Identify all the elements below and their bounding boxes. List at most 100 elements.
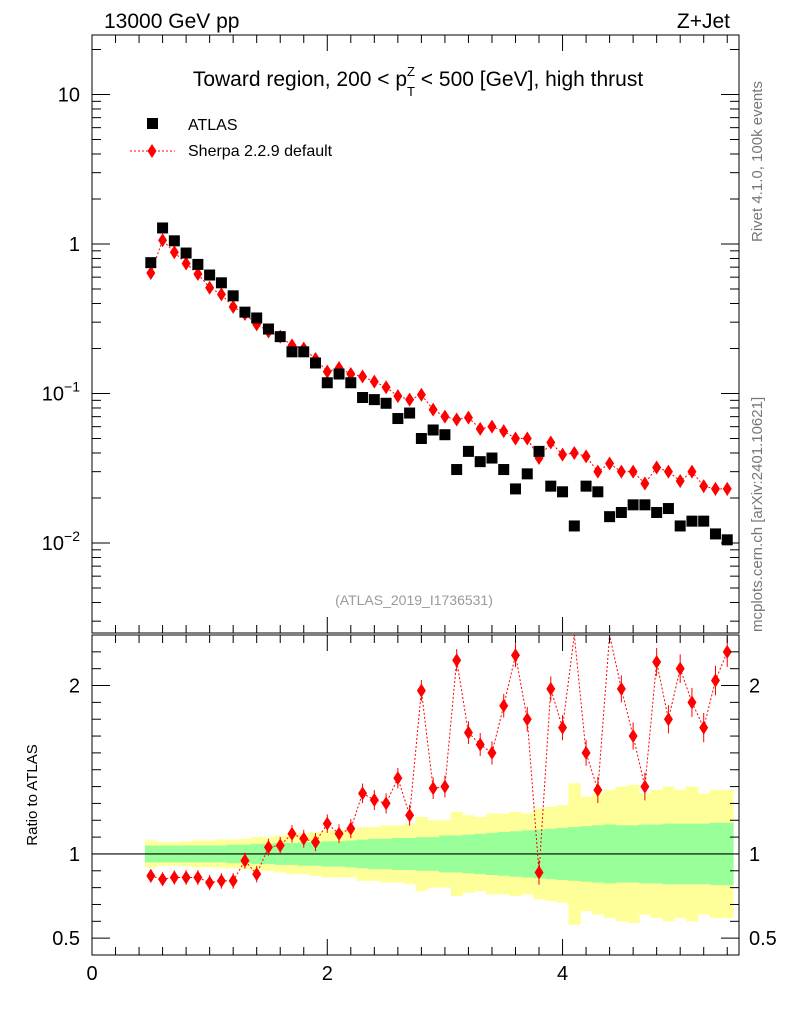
ratio-y-tick-label: 1: [69, 844, 80, 866]
legend-marker-sherpa: [147, 144, 157, 158]
ratio-sherpa-point: [381, 796, 391, 811]
sherpa-point: [181, 256, 191, 271]
atlas-point: [215, 277, 227, 289]
sherpa-point: [605, 456, 615, 471]
atlas-point: [545, 480, 557, 492]
ratio-sherpa-point: [322, 816, 332, 831]
ratio-sherpa-point: [510, 648, 520, 663]
atlas-point: [298, 346, 310, 358]
atlas-point: [651, 506, 663, 518]
atlas-point: [557, 486, 569, 498]
ratio-plot: 0.5 0.5 1 1 2 2 Ratio to ATLAS: [24, 634, 777, 956]
atlas-point: [380, 397, 392, 409]
ratio-sherpa-point: [228, 873, 238, 888]
ratio-sherpa-point: [463, 725, 473, 740]
ratio-sherpa-point: [581, 745, 591, 760]
sherpa-point: [722, 481, 732, 496]
ratio-y-tick-label-right: 2: [749, 676, 760, 698]
legend-label-atlas: ATLAS: [188, 117, 238, 134]
ratio-sherpa-point: [699, 720, 709, 735]
ratio-ylabel: Ratio to ATLAS: [24, 744, 41, 845]
y-tick-label: 10−1: [42, 378, 80, 405]
side-label-bottom: mcplots.cern.ch [arXiv:2401.10621]: [749, 397, 766, 632]
sherpa-point: [710, 481, 720, 496]
atlas-point: [615, 506, 627, 518]
y-tick-label: 1: [69, 234, 80, 256]
sherpa-point: [228, 299, 238, 314]
ratio-sherpa-point: [452, 653, 462, 668]
atlas-point: [451, 464, 463, 476]
atlas-point: [333, 368, 345, 380]
sherpa-point: [687, 464, 697, 479]
atlas-point: [274, 331, 286, 343]
atlas-point: [568, 520, 580, 532]
atlas-point: [674, 520, 686, 532]
y-tick-label: 10−2: [42, 528, 80, 555]
atlas-point: [157, 222, 169, 234]
ratio-sherpa-point: [546, 681, 556, 696]
ratio-sherpa-point: [146, 868, 156, 883]
legend: ATLAS Sherpa 2.2.9 default: [130, 117, 333, 160]
sherpa-point: [593, 464, 603, 479]
ratio-sherpa-point: [687, 695, 697, 710]
ratio-sherpa-point: [169, 870, 179, 885]
y-tick-label: 10: [58, 84, 80, 106]
sherpa-point: [475, 421, 485, 436]
sherpa-point: [146, 265, 156, 280]
ratio-y-tick-label: 0.5: [52, 928, 80, 950]
ratio-sherpa-point: [275, 838, 285, 853]
atlas-point: [462, 445, 474, 457]
x-tick-label: 2: [322, 963, 333, 985]
atlas-point: [345, 377, 357, 389]
sherpa-point: [652, 460, 662, 475]
ratio-sherpa-point: [640, 779, 650, 794]
sherpa-point: [546, 435, 556, 450]
sherpa-point: [322, 364, 332, 379]
ratio-sherpa-point: [663, 712, 673, 727]
atlas-point: [251, 312, 263, 324]
sherpa-point: [581, 449, 591, 464]
atlas-point: [627, 499, 639, 511]
atlas-point: [721, 534, 733, 546]
ratio-sherpa-point: [334, 826, 344, 841]
sherpa-point: [358, 369, 368, 384]
main-plot-frame: [91, 34, 740, 634]
atlas-point: [439, 429, 451, 441]
sherpa-point: [393, 389, 403, 404]
ratio-sherpa-point: [216, 873, 226, 888]
atlas-point: [415, 432, 427, 444]
ratio-y-tick-label: 2: [69, 676, 80, 698]
legend-label-sherpa: Sherpa 2.2.9 default: [188, 143, 333, 160]
ratio-sherpa-point: [628, 729, 638, 744]
atlas-point: [180, 247, 192, 259]
sherpa-point: [463, 410, 473, 425]
sherpa-point: [699, 479, 709, 494]
atlas-point: [368, 394, 380, 406]
atlas-point: [509, 483, 521, 495]
sherpa-point: [452, 412, 462, 427]
atlas-point: [639, 499, 651, 511]
ratio-sherpa-point: [428, 781, 438, 796]
ratio-sherpa-point: [675, 661, 685, 676]
atlas-point: [145, 257, 157, 269]
main-plot: 10−2 10−1 1 10 Toward region, 200 < pZ T < 5…: [42, 34, 740, 634]
x-tick-label: 0: [86, 963, 97, 985]
ratio-sherpa-point: [522, 712, 532, 727]
ratio-y-tick-label-right: 0.5: [749, 928, 777, 950]
plot-title: Toward region, 200 < pZ T < 500 [GeV], hi…: [193, 64, 644, 99]
ratio-sherpa-point: [616, 681, 626, 696]
atlas-point: [662, 503, 674, 515]
sherpa-point: [640, 476, 650, 491]
sherpa-point: [169, 245, 179, 260]
ratio-sherpa-point: [299, 831, 309, 846]
sherpa-point: [628, 464, 638, 479]
ratio-sherpa-point: [475, 737, 485, 752]
sherpa-point: [158, 233, 168, 248]
sherpa-point: [369, 374, 379, 389]
atlas-point: [168, 235, 180, 247]
atlas-point: [227, 290, 239, 302]
atlas-point: [204, 269, 216, 281]
ratio-sherpa-point: [499, 698, 509, 713]
ratio-sherpa-point: [593, 782, 603, 797]
